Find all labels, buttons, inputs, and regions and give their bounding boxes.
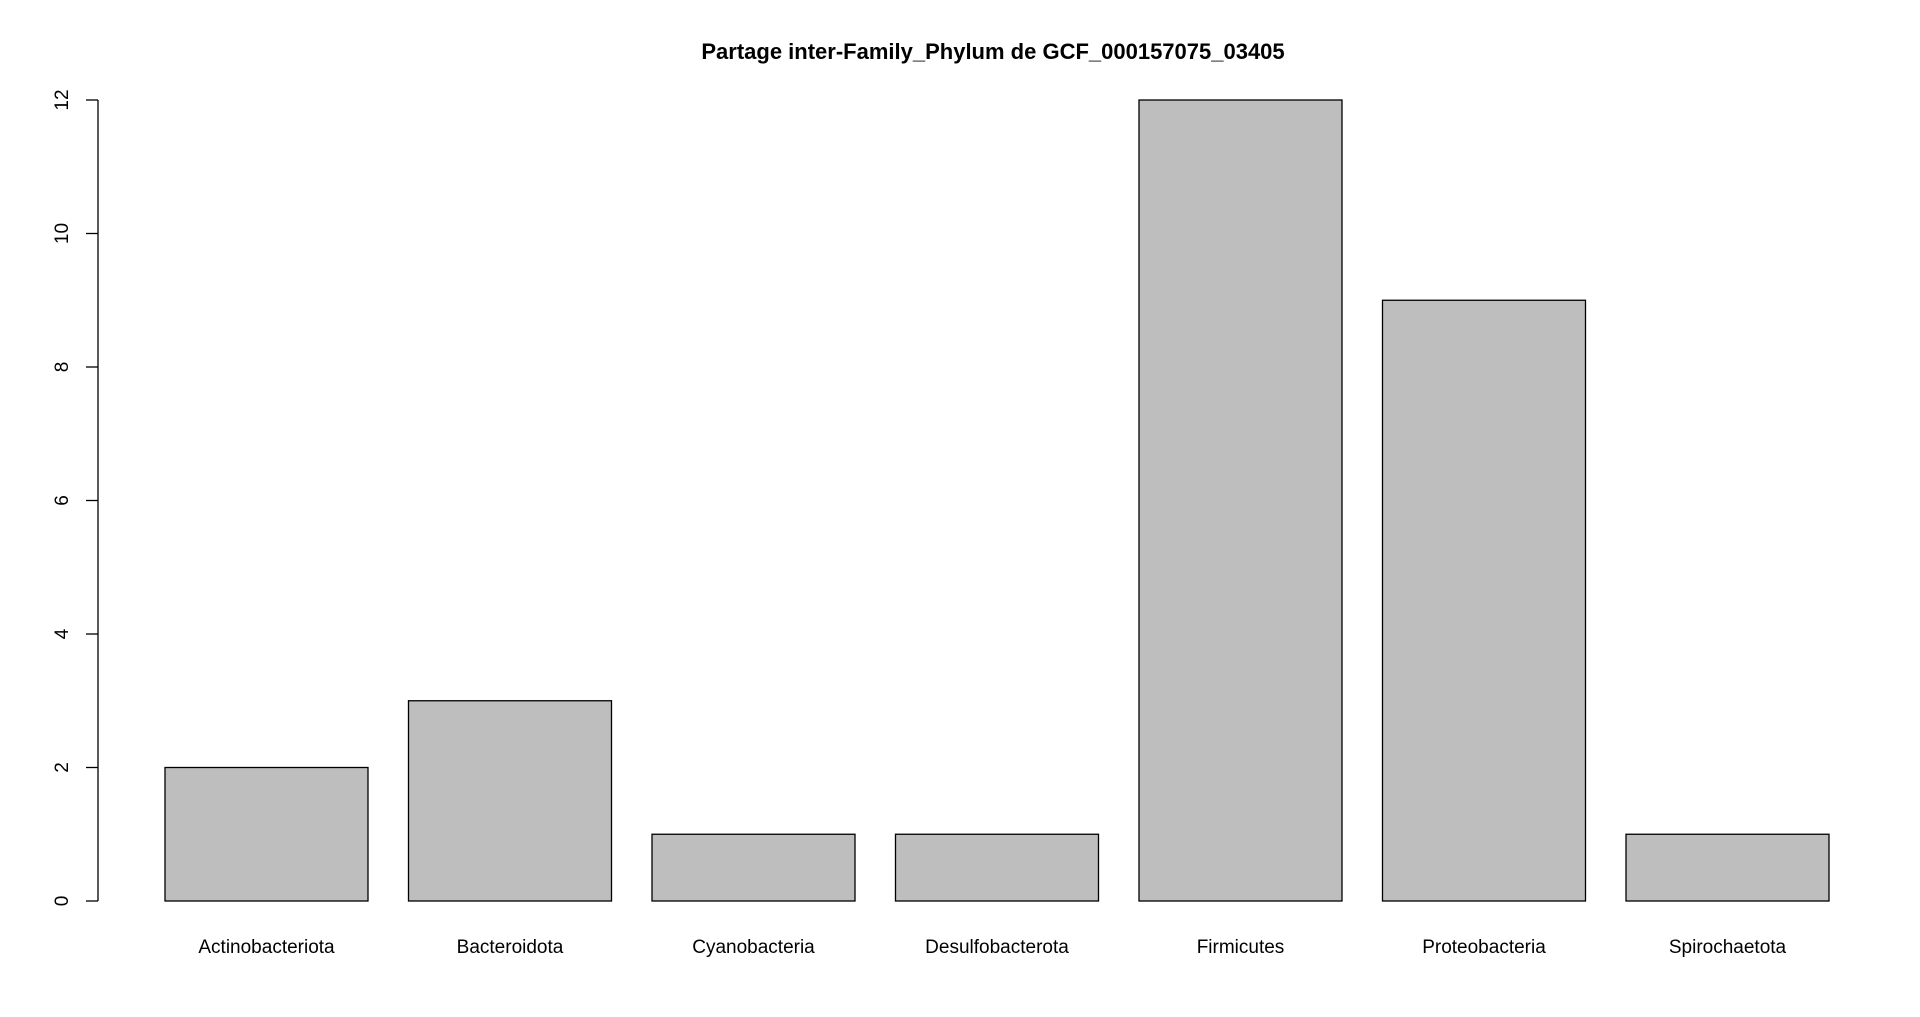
chart-title: Partage inter-Family_Phylum de GCF_00015… [701,39,1284,64]
bars-group [164,99,1830,902]
bar [407,700,613,902]
x-tick-label: Spirochaetota [1669,937,1787,958]
x-tick-label: Actinobacteriota [198,937,335,958]
x-tick-label: Bacteroidota [457,937,564,958]
bar [1381,299,1587,902]
x-tick-label: Cyanobacteria [692,937,815,958]
x-axis-labels: Actinobacteriota Bacteroidota Cyanobacteri… [198,937,1786,958]
y-tick-label: 12 [52,89,73,110]
y-tick-label: 8 [52,362,73,373]
bar [1138,99,1343,902]
bar [894,833,1100,902]
bar [1625,833,1830,902]
y-tick-label: 10 [52,223,73,244]
x-tick-label: Desulfobacterota [925,937,1069,958]
y-tick-label: 2 [52,762,73,773]
y-tick-label: 0 [52,896,73,907]
y-axis: 0 2 4 6 8 10 12 [52,89,99,907]
x-tick-label: Proteobacteria [1422,937,1546,958]
x-tick-label: Firmicutes [1197,937,1285,958]
y-tick-label: 4 [52,628,73,639]
bar [651,833,856,902]
y-tick-label: 6 [52,495,73,506]
bar [164,766,369,902]
